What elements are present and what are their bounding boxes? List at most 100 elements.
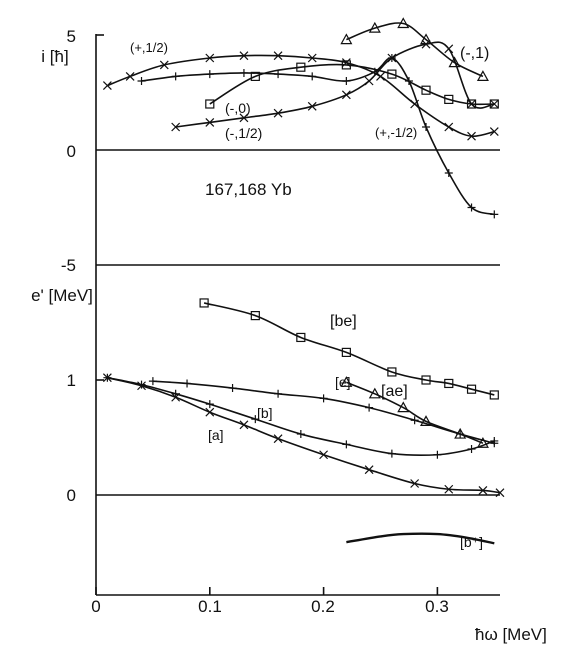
series-line-b [346,532,495,545]
series-label: [a] [208,427,224,443]
top-y-tick-label: -5 [61,256,76,275]
bottom-y-tick-label: 1 [67,371,76,390]
triangle-marker [397,401,410,413]
series-line-0 [209,63,495,106]
plus-marker [319,394,328,403]
cross-marker [467,99,476,109]
cross-marker [444,484,454,494]
plus-marker [422,123,431,131]
cross-marker [341,90,351,100]
triangle-marker [368,387,381,399]
square-marker [250,311,260,321]
cross-marker [273,51,283,61]
series-line-1 [346,22,484,78]
cross-marker [444,44,454,54]
plus-marker [239,68,248,77]
square-marker [387,69,397,79]
cross-marker [205,117,215,127]
triangle-marker [340,376,353,387]
top-y-tick-label: 5 [67,27,76,46]
plus-marker [467,203,476,212]
cross-marker [273,434,283,444]
plot-frame [95,34,500,596]
triangle-marker [397,17,410,29]
top-y-axis-label: i [ħ] [41,47,68,66]
plus-marker [274,70,283,79]
bottom-y-axis-label: e' [MeV] [31,286,93,305]
cross-marker [205,407,215,417]
cross-marker [376,71,385,81]
series-line-1-2 [175,41,495,128]
cross-marker [239,113,249,123]
plus-marker [171,72,180,81]
square-marker [341,60,351,70]
nucleus-annotation: 167,168 Yb [205,180,292,199]
cross-marker [410,479,420,488]
cross-marker [171,392,181,402]
cross-marker [137,381,146,391]
plus-marker [490,436,499,445]
series-line-a [107,376,501,494]
cross-marker [273,108,283,118]
x-tick-label: 0.1 [198,597,222,616]
plus-marker [490,210,499,219]
cross-marker [489,99,499,109]
cross-marker [364,465,374,475]
series-label: [e] [335,374,351,390]
triangle-marker [420,415,433,426]
cross-marker [307,53,317,63]
square-marker [341,347,351,357]
plus-marker [444,169,453,177]
cross-marker [467,131,476,141]
square-marker [421,85,431,95]
square-marker [444,94,454,105]
series-label: [ae] [381,383,408,400]
axis-ticks [95,34,439,595]
plus-marker [342,440,351,449]
series-line-be [203,302,495,396]
x-tick-label: 0 [91,597,100,616]
cross-marker [171,122,181,132]
x-axis-label: ħω [MeV] [475,625,547,644]
cross-marker [319,450,329,460]
square-marker [205,99,215,109]
plus-marker [205,400,214,409]
bottom-y-tick-label: 0 [67,486,76,505]
plus-marker [251,415,260,424]
cross-marker [444,122,454,132]
plus-marker [342,77,351,85]
plus-marker [410,416,419,425]
plus-marker [137,77,146,85]
triangle-marker [368,21,381,33]
cross-marker [102,81,112,91]
bottom-panel-series [102,298,505,545]
square-marker [466,99,477,109]
top-y-tick-label: 0 [67,142,76,161]
cross-marker [489,127,499,137]
square-marker [489,390,499,400]
cross-marker [125,71,135,81]
top-panel-series [102,17,499,219]
plus-marker [365,403,374,412]
plus-marker [296,430,305,439]
cross-marker [205,53,215,63]
triangle-marker [420,33,433,45]
plus-marker [433,450,442,459]
cross-marker [387,53,397,63]
plus-marker [387,449,396,458]
series-label: (-,0) [225,100,251,116]
plus-marker [148,377,157,386]
square-marker [466,384,477,394]
square-marker [296,62,306,72]
square-marker [296,332,306,343]
square-marker [387,367,397,377]
cross-marker [307,101,317,111]
series-label: (-,1) [460,45,489,62]
square-marker [199,298,209,308]
plus-marker [183,379,192,388]
triangle-marker [476,437,489,448]
cross-marker [495,488,505,498]
series-label: (-,1/2) [225,125,262,141]
plus-marker [467,445,476,453]
